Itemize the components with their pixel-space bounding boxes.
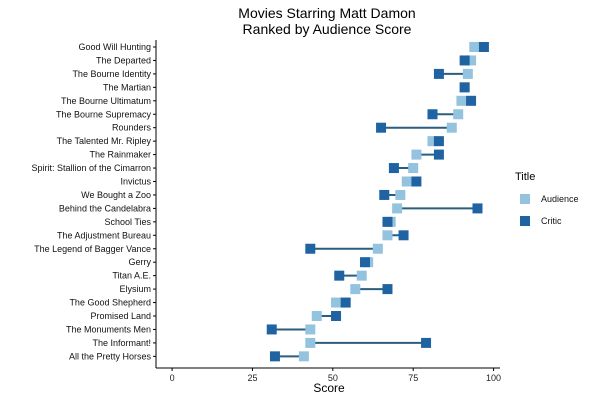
audience-point [305,337,316,348]
y-tick-label: The Legend of Bagger Vance [34,244,151,254]
audience-point [408,163,419,174]
critic-point [382,216,393,227]
critic-point [433,136,444,147]
critic-point [266,324,277,335]
audience-point [305,324,316,335]
critic-point [376,122,387,133]
audience-point [372,243,383,254]
y-tick-label: School Ties [104,217,151,227]
audience-point [453,109,464,120]
audience-point [331,297,342,308]
critic-point [421,337,432,348]
y-tick-label: The Bourne Identity [72,69,151,79]
legend: Title Audience Critic [515,171,579,226]
x-axis-title: Score [313,381,345,395]
chart-title-line: Ranked by Audience Score [243,21,412,37]
y-tick-label: Elysium [119,284,151,294]
critic-point [459,82,470,93]
critic-point [382,284,393,295]
critic-point [398,230,409,241]
chart-title: Movies Starring Matt Damon Ranked by Audi… [238,5,415,37]
audience-point [446,122,457,133]
x-tick-label: 50 [328,373,338,383]
legend-label: Critic [541,216,562,226]
y-tick-label: The Adjustment Bureau [57,230,151,240]
y-tick-label: All the Pretty Horses [69,351,152,361]
chart-title-line: Movies Starring Matt Damon [238,5,415,21]
audience-point [456,95,467,106]
y-tick-label: The Good Shepherd [69,298,151,308]
legend-swatch [520,194,530,204]
y-tick-label: The Bourne Supremacy [56,109,152,119]
critic-point [334,270,345,281]
audience-point [350,284,361,295]
critic-point [433,149,444,160]
x-tick-label: 100 [486,373,501,383]
audience-point [462,68,473,79]
audience-point [395,189,406,200]
y-tick-label: Invictus [120,177,151,187]
y-tick-label: Rounders [112,123,152,133]
audience-point [311,311,322,321]
y-tick-label: Behind the Candelabra [59,203,151,213]
audience-point [401,176,412,187]
critic-point [340,297,351,308]
audience-point [411,149,422,160]
critic-point [305,243,316,254]
y-axis: Good Will Hunting The Departed The Bourne … [31,42,156,361]
y-tick-label: The Talented Mr. Ripley [57,136,152,146]
y-tick-label: We Bought a Zoo [81,190,151,200]
y-tick-label: The Bourne Ultimatum [61,96,151,106]
y-tick-label: Good Will Hunting [78,42,151,52]
critic-point [459,55,470,66]
audience-point [427,136,438,147]
critic-point [331,311,342,321]
critic-point [478,42,489,52]
critic-point [411,176,422,187]
critic-point [269,351,280,362]
audience-point [298,351,309,362]
x-tick-label: 0 [170,373,175,383]
y-tick-label: The Martian [103,82,151,92]
critic-point [379,189,390,200]
y-tick-label: Titan A.E. [112,271,151,281]
y-tick-label: The Informant! [92,338,151,348]
legend-title: Title [515,171,535,183]
audience-point [466,55,477,66]
x-axis: 0 25 50 75 100 [170,368,501,383]
critic-point [472,203,483,214]
critic-point [433,68,444,79]
legend-label: Audience [541,194,579,204]
audience-point [392,203,403,214]
x-tick-label: 25 [247,373,257,383]
y-tick-label: The Monuments Men [66,324,151,334]
x-tick-label: 75 [408,373,418,383]
critic-point [466,95,477,106]
y-tick-label: Gerry [129,257,152,267]
audience-point [382,230,393,241]
critic-point [388,163,399,174]
plot-area [266,42,489,362]
legend-swatch [520,216,530,226]
audience-point [469,42,480,52]
critic-point [427,109,438,120]
critic-point [359,257,370,268]
y-tick-label: Spirit: Stallion of the Cimarron [31,163,151,173]
y-tick-label: The Rainmaker [89,150,151,160]
y-tick-label: The Departed [96,55,151,65]
audience-point [356,270,367,281]
y-tick-label: Promised Land [90,311,151,321]
